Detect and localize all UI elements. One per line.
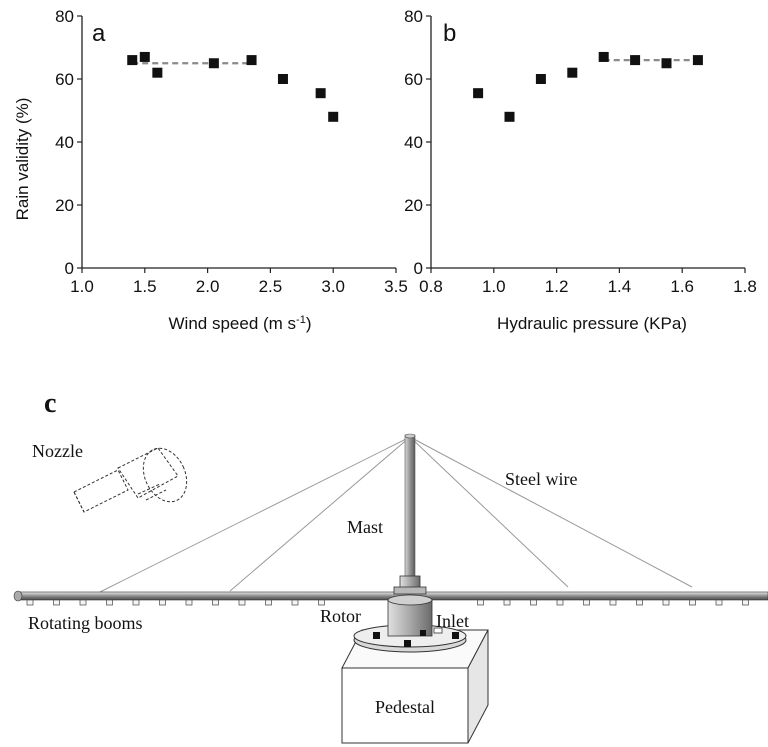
nozzle-label: Nozzle — [32, 441, 83, 461]
y-ticks: 0 20 40 60 80 — [55, 7, 82, 278]
y-tick-label: 0 — [65, 259, 74, 278]
x-tick-label: 2.5 — [259, 277, 283, 296]
boom-nozzle — [556, 599, 564, 606]
rotor-cap — [387, 594, 433, 606]
mast — [404, 434, 416, 578]
nozzle-icon — [73, 447, 188, 513]
y-tick-label: 40 — [55, 133, 74, 152]
boom-nozzle — [477, 599, 484, 606]
rotor-bearing — [393, 586, 427, 595]
boom-nozzle — [132, 599, 140, 606]
boom-nozzle — [503, 599, 511, 606]
boom-nozzle — [185, 599, 193, 606]
x-tick-label: 0.8 — [419, 277, 443, 296]
y-tick-label: 60 — [55, 70, 74, 89]
data-points — [127, 51, 339, 122]
boom-nozzle — [159, 599, 166, 606]
x-tick-label: 1.0 — [482, 277, 506, 296]
data-point — [315, 88, 326, 99]
rotor-label: Rotor — [320, 606, 361, 626]
x-tick-label: 1.6 — [670, 277, 694, 296]
bolts — [373, 630, 459, 647]
boom-nozzle — [742, 599, 749, 606]
data-point — [328, 111, 339, 122]
panel-label-c: c — [44, 388, 56, 419]
x-tick-label: 1.0 — [70, 277, 94, 296]
x-axis-label: Wind speed (m s-1) — [169, 314, 312, 333]
x-ticks: 0.8 1.0 1.2 1.4 1.6 1.8 — [419, 268, 757, 296]
data-point — [630, 55, 641, 66]
inlet-port — [433, 627, 443, 634]
boom-nozzle — [106, 599, 113, 606]
y-tick-label: 20 — [55, 196, 74, 215]
boom-nozzle — [609, 599, 617, 606]
pedestal-label: Pedestal — [375, 697, 435, 717]
data-point — [277, 74, 288, 84]
data-point — [208, 58, 219, 69]
x-ticks: 1.0 1.5 2.0 2.5 3.0 3.5 — [70, 268, 408, 296]
steel-wires — [99, 436, 693, 593]
y-tick-label: 80 — [404, 7, 423, 26]
y-tick-label: 40 — [404, 133, 423, 152]
rotor-collar — [399, 575, 421, 589]
apparatus-diagram: c Nozzle Steel wire Mast Rotating booms — [13, 388, 768, 744]
y-ticks: 0 20 40 60 80 — [404, 7, 431, 278]
panel-label-b: b — [443, 20, 456, 47]
boom-nozzle — [26, 599, 34, 606]
chart-panel-b: 0.8 1.0 1.2 1.4 1.6 1.8 0 20 40 60 80 b Hydraulic… — [404, 7, 757, 333]
rotating-booms-label: Rotating booms — [28, 613, 143, 633]
mast-label: Mast — [347, 517, 383, 537]
chart-panel-a: 1.0 1.5 2.0 2.5 3.0 3.5 0 20 40 60 80 a Wind spee… — [13, 7, 408, 333]
boom-nozzle — [291, 599, 299, 606]
y-tick-label: 60 — [404, 70, 423, 89]
boom-nozzle — [715, 599, 723, 606]
y-tick-label: 0 — [414, 259, 423, 278]
data-point — [598, 51, 609, 62]
data-point — [535, 74, 546, 84]
data-point — [661, 58, 672, 69]
y-axis-label: Rain validity (%) — [13, 98, 32, 221]
x-tick-label: 2.0 — [196, 277, 220, 296]
data-point — [246, 55, 257, 66]
y-tick-label: 80 — [55, 7, 74, 26]
boom-nozzle — [318, 599, 325, 606]
boom-nozzle — [265, 599, 272, 606]
boom-nozzle — [636, 599, 643, 606]
panel-label-a: a — [92, 20, 106, 47]
data-point — [692, 55, 703, 66]
data-point — [567, 67, 578, 78]
x-tick-label: 1.8 — [733, 277, 757, 296]
data-point — [152, 67, 163, 78]
boom-nozzle — [238, 599, 246, 606]
data-point — [504, 111, 515, 122]
boom-nozzles — [26, 599, 749, 606]
data-points — [473, 51, 703, 122]
y-tick-label: 20 — [404, 196, 423, 215]
boom-nozzle — [583, 599, 590, 606]
steel-wire-label: Steel wire — [505, 469, 577, 489]
x-tick-label: 1.2 — [545, 277, 569, 296]
mast-top — [404, 433, 416, 439]
boom-nozzle — [53, 599, 60, 606]
x-axis-label: Hydraulic pressure (KPa) — [497, 314, 687, 333]
boom-end — [13, 590, 23, 602]
boom-nozzle — [530, 599, 537, 606]
data-point — [127, 55, 138, 66]
boom-nozzle — [662, 599, 670, 606]
boom-nozzle — [79, 599, 87, 606]
data-point — [139, 51, 150, 62]
boom-nozzle — [212, 599, 219, 606]
x-tick-label: 3.0 — [321, 277, 345, 296]
x-tick-label: 1.4 — [608, 277, 632, 296]
x-tick-label: 3.5 — [384, 277, 408, 296]
boom-nozzle — [689, 599, 696, 606]
x-tick-label: 1.5 — [133, 277, 157, 296]
data-point — [473, 88, 484, 99]
inlet-label: Inlet — [436, 611, 469, 631]
